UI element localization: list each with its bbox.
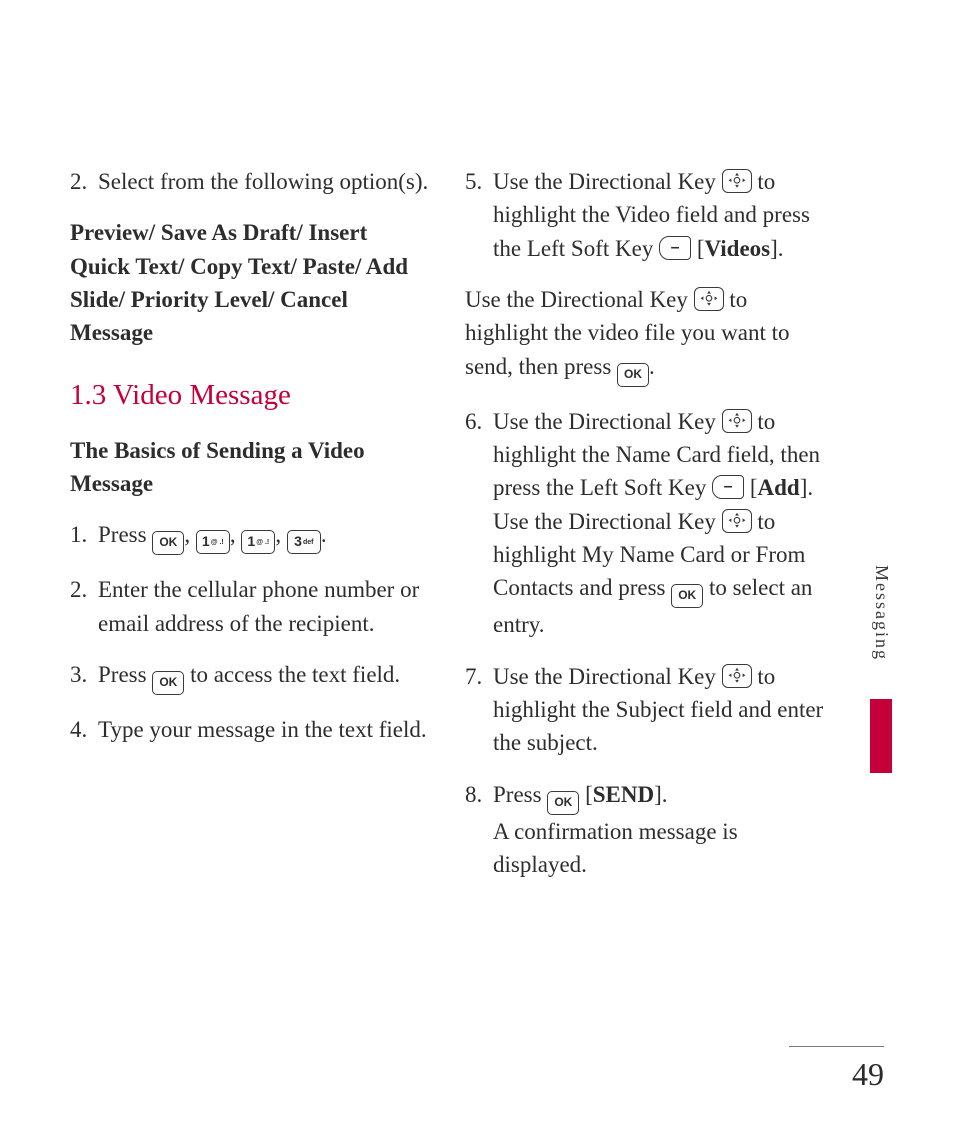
step-number: 5. <box>465 165 493 265</box>
ok-key-icon: OK <box>152 671 184 695</box>
step-8-send: 8. Press OK [SEND]. A confirmation messa… <box>465 778 825 882</box>
text: A confirmation message is displayed. <box>493 819 738 877</box>
step-2-options: 2. Select from the following option(s). <box>70 165 430 198</box>
ok-key-icon: OK <box>671 584 703 608</box>
step-number: 7. <box>465 660 493 760</box>
directional-key-icon <box>694 287 724 311</box>
text: Use the Directional Key <box>493 664 722 689</box>
text: [ <box>579 782 592 807</box>
step-text: Use the Directional Key to highlight the… <box>493 660 825 760</box>
text: ]. <box>654 782 667 807</box>
step-number: 8. <box>465 778 493 882</box>
section-edge-bar <box>870 699 892 773</box>
directional-key-icon <box>722 509 752 533</box>
step-5-continued: Use the Directional Key to highlight the… <box>465 283 825 387</box>
ok-key-icon: OK <box>617 363 649 387</box>
soft-key-label: SEND <box>593 782 654 807</box>
edge-tab: Messaging <box>870 565 892 775</box>
text: , <box>275 522 287 547</box>
two-column-layout: 2. Select from the following option(s). … <box>70 165 830 900</box>
directional-key-icon <box>722 169 752 193</box>
text: Press <box>98 522 152 547</box>
directional-key-icon <box>722 664 752 688</box>
step-number: 6. <box>465 405 493 642</box>
step-6-name-card: 6. Use the Directional Key to highlight … <box>465 405 825 642</box>
left-column: 2. Select from the following option(s). … <box>70 165 430 900</box>
step-text: Use the Directional Key to highlight the… <box>493 405 825 642</box>
text: Press <box>493 782 547 807</box>
step-1-press: 1. Press OK, 1@ .!, 1@ .!, 3def. <box>70 518 430 555</box>
right-column: 5. Use the Directional Key to highlight … <box>465 165 825 900</box>
step-text: Press OK [SEND]. A confirmation message … <box>493 778 825 882</box>
keypad-3-icon: 3def <box>287 530 321 554</box>
step-number: 2. <box>70 573 98 640</box>
step-text: Press OK to access the text field. <box>98 658 430 695</box>
ok-key-icon: OK <box>547 791 579 815</box>
text: Use the Directional Key <box>465 287 694 312</box>
ok-key-icon: OK <box>152 531 184 555</box>
step-number: 4. <box>70 713 98 746</box>
text: , <box>184 522 196 547</box>
text: Press <box>98 662 152 687</box>
step-2-enter-number: 2. Enter the cellular phone number or em… <box>70 573 430 640</box>
step-5-video-field: 5. Use the Directional Key to highlight … <box>465 165 825 265</box>
keypad-1-icon: 1@ .! <box>196 530 230 554</box>
text: [ <box>744 475 757 500</box>
text: ]. <box>770 236 783 261</box>
options-list: Preview/ Save As Draft/ Insert Quick Tex… <box>70 216 430 349</box>
step-number: 1. <box>70 518 98 555</box>
section-subhead: The Basics of Sending a Video Message <box>70 434 430 501</box>
soft-key-label: Videos <box>705 236 771 261</box>
step-number: 2. <box>70 165 98 198</box>
text: . <box>649 354 655 379</box>
text: Use the Directional Key <box>493 409 722 434</box>
step-4-type: 4. Type your message in the text field. <box>70 713 430 746</box>
step-text: Select from the following option(s). <box>98 165 430 198</box>
text: [ <box>691 236 704 261</box>
step-text: Type your message in the text field. <box>98 713 430 746</box>
step-text: Use the Directional Key to highlight the… <box>493 165 825 265</box>
text: to access the text field. <box>184 662 400 687</box>
manual-page: 2. Select from the following option(s). … <box>0 0 954 1145</box>
text: . <box>321 522 327 547</box>
section-edge-label: Messaging <box>870 565 892 693</box>
step-text: Press OK, 1@ .!, 1@ .!, 3def. <box>98 518 430 555</box>
section-heading: 1.3 Video Message <box>70 374 430 416</box>
left-soft-key-icon <box>712 475 744 499</box>
text: Use the Directional Key <box>493 169 722 194</box>
step-number: 3. <box>70 658 98 695</box>
keypad-1-icon: 1@ .! <box>241 530 275 554</box>
step-3-press-ok: 3. Press OK to access the text field. <box>70 658 430 695</box>
step-text: Enter the cellular phone number or email… <box>98 573 430 640</box>
left-soft-key-icon <box>659 236 691 260</box>
page-number-rule <box>789 1046 884 1047</box>
directional-key-icon <box>722 409 752 433</box>
soft-key-label: Add <box>758 475 800 500</box>
step-7-subject: 7. Use the Directional Key to highlight … <box>465 660 825 760</box>
page-number: 49 <box>852 1056 884 1093</box>
text: , <box>230 522 242 547</box>
